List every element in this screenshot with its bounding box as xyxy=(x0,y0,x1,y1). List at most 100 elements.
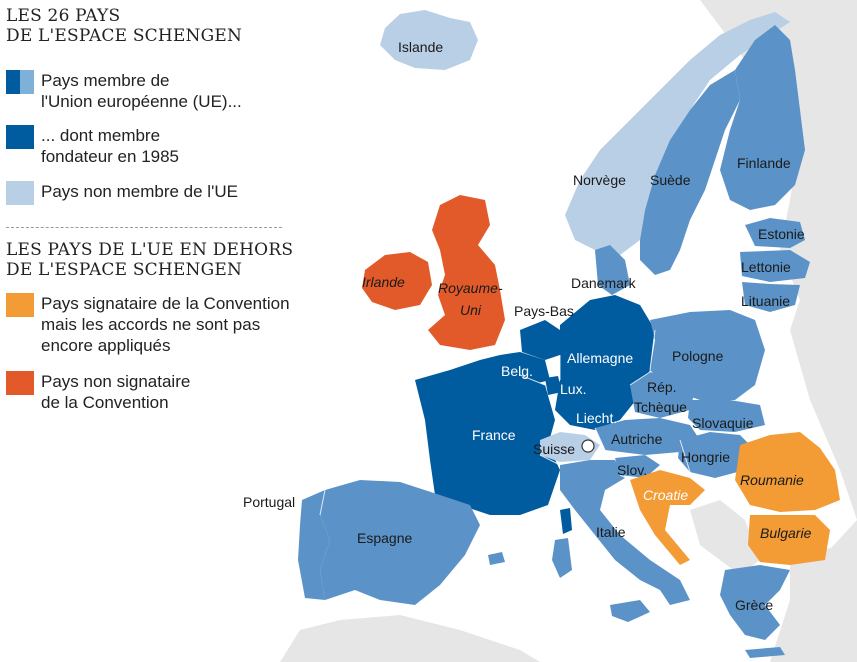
legend-non-eu: Pays non membre de l'UE xyxy=(41,182,238,201)
swatch-member-eu xyxy=(6,70,34,94)
legend-nonsignatory-line1: Pays non signataire xyxy=(41,372,191,391)
country-suede xyxy=(640,70,740,275)
borders xyxy=(319,329,691,516)
label-luxembourg: Lux. xyxy=(560,381,586,397)
land-background-north-east xyxy=(700,0,857,662)
legend-founder-line1: ... dont membre xyxy=(41,126,161,145)
label-royaume-uni-2: Uni xyxy=(460,302,482,318)
country-estonie xyxy=(745,218,805,248)
country-pologne xyxy=(650,310,765,400)
country-roumanie xyxy=(735,432,840,512)
legend-signatory-line3: encore appliqués xyxy=(41,336,171,355)
label-suede: Suède xyxy=(650,172,691,188)
legend-founder-line2: fondateur en 1985 xyxy=(41,147,180,166)
label-lituanie: Lituanie xyxy=(741,293,790,309)
legend-title-schengen-line1: LES 26 PAYS xyxy=(6,6,121,26)
country-finlande xyxy=(720,25,805,210)
legend-member-eu-line2: l'Union européenne (UE)... xyxy=(41,92,242,111)
label-pologne: Pologne xyxy=(672,348,724,364)
label-rep-tcheque-2: Tchèque xyxy=(634,399,687,415)
country-grece xyxy=(720,565,790,640)
label-danemark: Danemark xyxy=(571,275,637,291)
legend-nonsignatory-line2: de la Convention xyxy=(41,393,169,412)
legend-title-outside-line1: LES PAYS DE L'UE EN DEHORS xyxy=(6,240,294,260)
label-rep-tcheque-1: Rép. xyxy=(647,379,677,395)
land-background-balkans xyxy=(690,500,760,575)
country-allemagne xyxy=(555,295,655,430)
legend-title-outside: LES PAYS DE L'UE EN DEHORS DE L'ESPACE S… xyxy=(6,240,293,280)
label-lettonie: Lettonie xyxy=(741,259,791,275)
legend-item-signatory: Pays signataire de la Convention mais le… xyxy=(6,293,290,356)
country-italie-sicile xyxy=(610,600,650,622)
country-pays-bas xyxy=(520,320,560,360)
country-slovenie xyxy=(615,455,660,478)
country-autriche xyxy=(595,418,700,455)
country-italie-sardaigne xyxy=(552,538,572,578)
label-bulgarie: Bulgarie xyxy=(760,525,812,541)
swatch-signatory xyxy=(6,293,34,317)
country-lettonie xyxy=(740,250,810,282)
legend-item-founder: ... dont membre fondateur en 1985 xyxy=(6,125,179,167)
legend-title-schengen: LES 26 PAYS DE L'ESPACE SCHENGEN xyxy=(6,6,242,46)
label-portugal: Portugal xyxy=(243,494,295,510)
country-espagne-baleares xyxy=(488,552,505,565)
liechtenstein-marker xyxy=(581,439,595,453)
land-background-turkey xyxy=(790,540,857,662)
label-france: France xyxy=(472,427,516,443)
country-lituanie xyxy=(742,282,800,312)
swatch-nonsignatory xyxy=(6,371,34,395)
country-irlande xyxy=(362,252,432,310)
country-italie xyxy=(560,460,690,605)
legend-signatory-line2: mais les accords ne sont pas xyxy=(41,315,261,334)
label-roumanie: Roumanie xyxy=(740,472,804,488)
swatch-founder xyxy=(6,125,34,149)
legend-item-member-eu: Pays membre de l'Union européenne (UE)..… xyxy=(6,70,242,112)
label-croatie: Croatie xyxy=(643,487,688,503)
legend-member-eu-line1: Pays membre de xyxy=(41,71,170,90)
label-espagne: Espagne xyxy=(357,530,412,546)
legend-divider xyxy=(6,227,282,228)
country-suisse xyxy=(540,432,600,462)
country-grece-crete xyxy=(745,647,785,658)
country-luxembourg xyxy=(545,376,562,395)
country-islande xyxy=(380,10,478,70)
country-royaume-uni xyxy=(428,195,505,350)
label-hongrie: Hongrie xyxy=(681,449,730,465)
label-allemagne: Allemagne xyxy=(567,350,633,366)
label-royaume-uni-1: Royaume- xyxy=(438,280,503,296)
label-norvege: Norvège xyxy=(573,172,626,188)
label-suisse: Suisse xyxy=(533,441,575,457)
country-bulgarie xyxy=(748,515,830,565)
country-france-corse xyxy=(560,508,572,534)
label-finlande: Finlande xyxy=(737,155,791,171)
country-danemark xyxy=(595,245,630,295)
swatch-non-eu xyxy=(6,181,34,205)
label-grece: Grèce xyxy=(735,597,773,613)
country-rep-tcheque xyxy=(630,372,695,418)
legend-item-nonsignatory: Pays non signataire de la Convention xyxy=(6,371,190,413)
label-liechtenstein: Liecht. xyxy=(576,410,617,426)
country-slovaquie xyxy=(688,400,765,432)
legend-signatory-line1: Pays signataire de la Convention xyxy=(41,294,290,313)
label-estonie: Estonie xyxy=(758,226,805,242)
country-belgique xyxy=(500,352,550,385)
country-portugal xyxy=(298,490,330,600)
label-islande: Islande xyxy=(398,39,443,55)
country-espagne xyxy=(318,480,480,605)
country-hongrie xyxy=(678,432,755,478)
label-autriche: Autriche xyxy=(611,431,663,447)
label-pays-bas: Pays-Bas xyxy=(514,303,574,319)
legend-title-schengen-line2: DE L'ESPACE SCHENGEN xyxy=(6,26,243,46)
label-slovaquie: Slovaquie xyxy=(692,415,754,431)
label-slovenie: Slov. xyxy=(617,462,647,478)
label-belgique: Belg. xyxy=(501,363,533,379)
land-background-africa xyxy=(280,615,540,662)
country-norvege xyxy=(565,12,790,255)
legend-item-non-eu: Pays non membre de l'UE xyxy=(6,181,238,205)
label-italie: Italie xyxy=(596,524,626,540)
country-croatie xyxy=(630,470,705,565)
label-irlande: Irlande xyxy=(362,274,405,290)
country-france xyxy=(415,355,560,515)
legend-title-outside-line2: DE L'ESPACE SCHENGEN xyxy=(6,260,243,280)
